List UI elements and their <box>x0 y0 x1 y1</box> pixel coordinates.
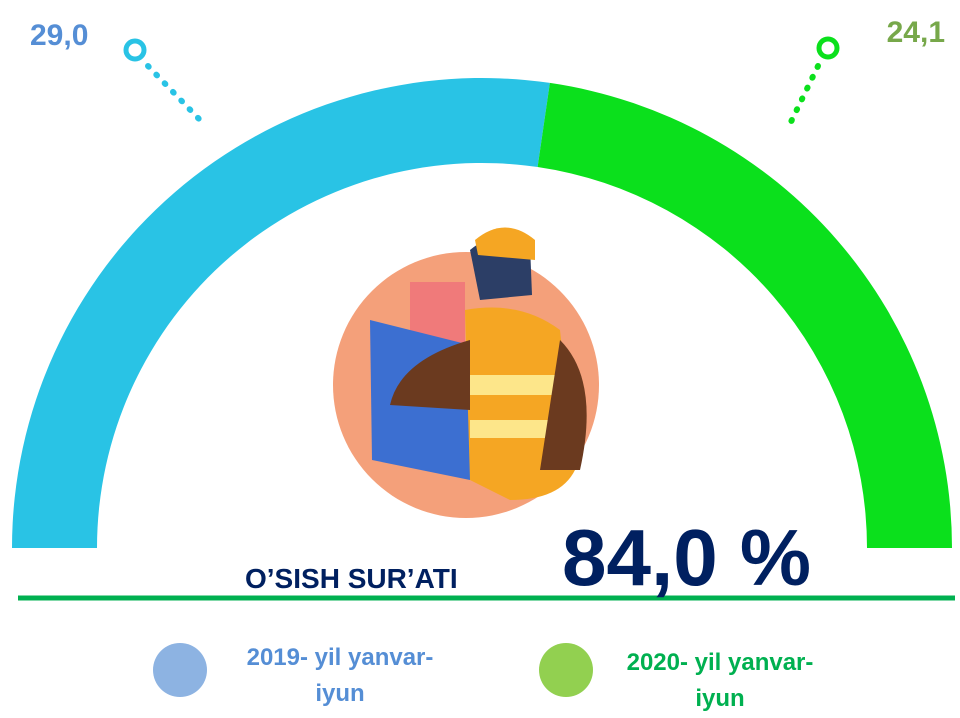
growth-label: O’SISH SUR’ATI <box>245 563 458 594</box>
value-label: 24,1 <box>887 16 945 49</box>
illustration <box>333 227 599 518</box>
legend-marker <box>539 643 593 697</box>
growth-value: 84,0 % <box>562 513 811 602</box>
legend-label: 2020- yil yanvar-iyun <box>626 649 814 712</box>
value-label: 29,0 <box>30 19 88 52</box>
legend-label: 2019- yil yanvar-iyun <box>246 644 434 707</box>
arc-segment <box>12 78 550 549</box>
legend-marker <box>153 643 207 697</box>
leaders <box>123 36 840 131</box>
arc-segment <box>537 82 952 549</box>
